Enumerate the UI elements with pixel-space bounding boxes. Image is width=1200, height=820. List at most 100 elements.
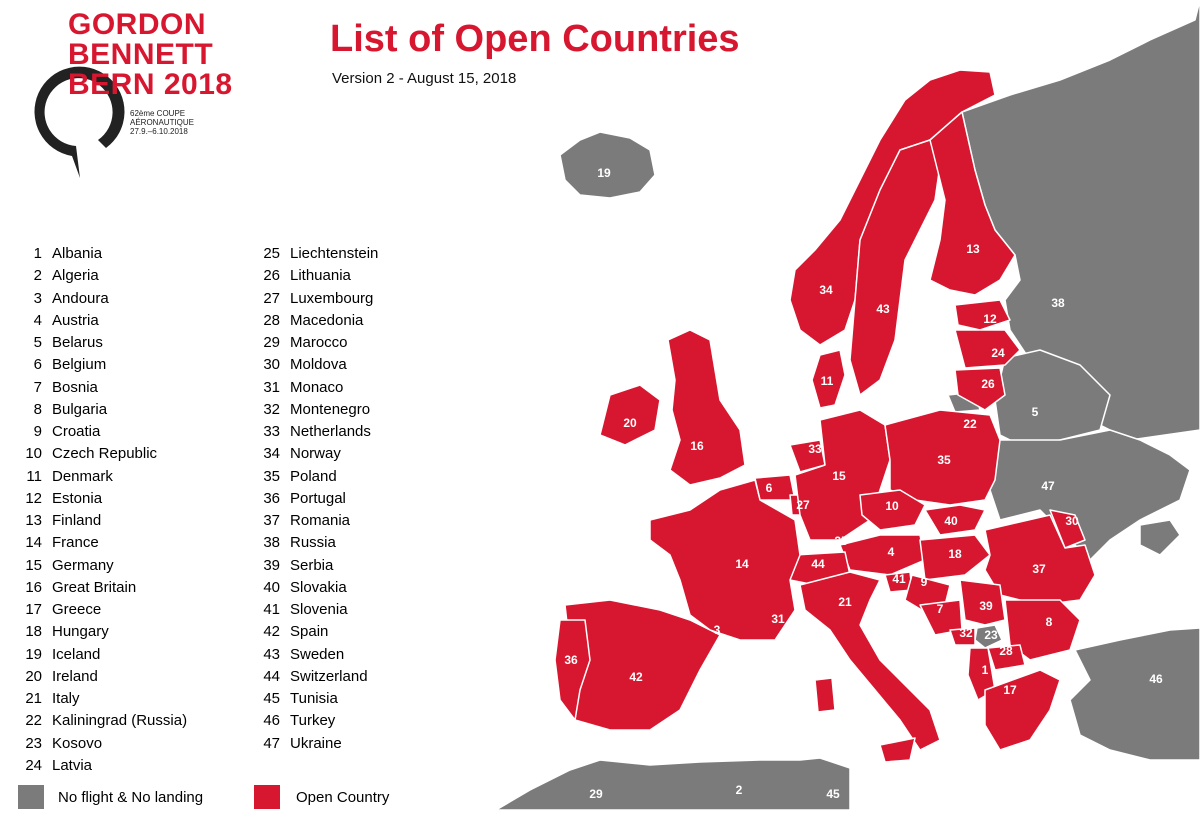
list-item-number: 24 xyxy=(25,756,42,774)
list-item-country: Algeria xyxy=(52,267,99,285)
list-item: 32 Montenegro xyxy=(252,399,432,421)
list-item-number: 40 xyxy=(263,578,280,596)
list-item-number: 13 xyxy=(25,512,42,529)
list-item: 34 Norway xyxy=(252,443,432,465)
list-item-country: Serbia xyxy=(290,556,334,574)
map-label-15: 15 xyxy=(832,469,846,483)
list-item-number: 28 xyxy=(263,311,280,329)
map-label-23: 23 xyxy=(984,628,998,642)
map-label-8: 8 xyxy=(1046,615,1053,629)
list-item-country: Norway xyxy=(290,445,341,463)
list-item-country: France xyxy=(52,534,99,552)
list-item-number: 18 xyxy=(25,623,42,641)
list-item-number: 30 xyxy=(263,356,280,374)
list-item-country: Bosnia xyxy=(52,378,98,396)
list-item-number: 2 xyxy=(33,267,42,285)
list-item-country: Portugal xyxy=(290,489,346,507)
map-label-13: 13 xyxy=(966,242,980,256)
region-sicily xyxy=(879,737,916,763)
map-label-41: 41 xyxy=(892,572,906,586)
legend-closed-label: No flight & No landing xyxy=(58,789,204,806)
list-item: 14 France xyxy=(14,532,244,554)
list-item-country: Iceland xyxy=(52,645,101,663)
logo-line-3: BERN 2018 xyxy=(68,68,233,101)
list-item-country: Poland xyxy=(290,467,337,485)
list-item-number: 3 xyxy=(33,289,42,307)
list-item: 41 Slovenia xyxy=(252,599,432,621)
region-czech xyxy=(859,489,926,531)
page-title: List of Open Countries xyxy=(330,18,740,60)
region-latvia xyxy=(954,329,1021,369)
map-label-17: 17 xyxy=(1003,683,1017,697)
legend-open-swatch xyxy=(254,785,280,809)
list-item: 13 Finland xyxy=(14,510,244,532)
map-label-7: 7 xyxy=(937,602,944,616)
region-finland xyxy=(929,111,1016,296)
list-item: 17 Greece xyxy=(14,599,244,621)
list-item-number: 17 xyxy=(25,601,42,618)
map-label-36: 36 xyxy=(564,653,578,667)
map-label-31: 31 xyxy=(771,612,785,626)
list-item-country: Bulgaria xyxy=(52,400,108,418)
page-subtitle: Version 2 - August 15, 2018 xyxy=(332,70,517,87)
map-label-22: 22 xyxy=(963,417,977,431)
list-item-number: 39 xyxy=(263,556,280,574)
map-label-40: 40 xyxy=(944,514,958,528)
region-france xyxy=(649,479,801,641)
region-estonia xyxy=(954,299,1011,331)
map-label-35: 35 xyxy=(937,453,951,467)
map-label-20: 20 xyxy=(623,416,637,430)
map-label-1: 1 xyxy=(982,663,989,677)
map-label-26: 26 xyxy=(981,377,995,391)
list-item: 10 Czech Republic xyxy=(14,443,244,465)
map-label-5: 5 xyxy=(1032,405,1039,419)
legend: No flight & No landing Open Country xyxy=(18,785,438,809)
list-item-country: Germany xyxy=(52,556,114,574)
list-item: 35 Poland xyxy=(252,466,432,488)
list-item-country: Montenegro xyxy=(290,400,371,418)
region-sweden xyxy=(849,139,941,396)
list-item: 20 Ireland xyxy=(14,666,244,688)
list-item-country: Marocco xyxy=(290,334,348,351)
list-item: 12 Estonia xyxy=(14,488,244,510)
list-item: 25 Liechtenstein xyxy=(252,243,432,265)
list-item-country: Netherlands xyxy=(290,423,371,440)
list-item-country: Ukraine xyxy=(290,734,342,752)
region-north-africa xyxy=(495,757,851,811)
list-item: 45 Tunisia xyxy=(252,688,432,710)
list-item-number: 22 xyxy=(25,712,42,730)
list-item-country: Turkey xyxy=(290,712,336,730)
list-item-number: 44 xyxy=(263,667,280,685)
region-ireland xyxy=(599,384,661,446)
list-item-number: 45 xyxy=(263,690,280,707)
logo-subtext: 62ème COUPE AÉRONAUTIQUE 27.9.–6.10.2018 xyxy=(130,109,195,136)
list-item-country: Italy xyxy=(52,690,80,707)
list-item: 39 Serbia xyxy=(252,555,432,577)
list-item: 43 Sweden xyxy=(252,644,432,666)
list-item: 27 Luxembourg xyxy=(252,288,432,310)
list-item-country: Great Britain xyxy=(52,578,137,596)
list-item-number: 7 xyxy=(33,378,42,396)
map-label-12: 12 xyxy=(983,312,997,326)
list-item-country: Hungary xyxy=(52,623,109,641)
region-crimea xyxy=(1139,519,1181,556)
list-item-country: Denmark xyxy=(52,467,113,485)
list-item-number: 26 xyxy=(263,267,280,285)
map-label-2: 2 xyxy=(736,783,743,797)
map-label-18: 18 xyxy=(948,547,962,561)
list-item-number: 12 xyxy=(25,489,42,507)
map-label-44: 44 xyxy=(811,557,825,571)
map-label-39: 39 xyxy=(979,599,993,613)
list-item: 46 Turkey xyxy=(252,710,432,732)
list-item-country: Liechtenstein xyxy=(290,245,379,262)
list-item-country: Monaco xyxy=(290,378,344,396)
list-item-number: 46 xyxy=(263,712,280,730)
list-item: 37 Romania xyxy=(252,510,432,532)
country-list-left: 1 Albania 2 Algeria 3 Andoura 4 Austria 5 Belarus… xyxy=(14,243,244,777)
list-item: 33 Netherlands xyxy=(252,421,432,443)
map-label-6: 6 xyxy=(766,481,773,495)
list-item-country: Belarus xyxy=(52,334,103,351)
region-iceland xyxy=(559,131,656,199)
list-item-number: 19 xyxy=(25,645,42,663)
list-item-number: 33 xyxy=(263,423,280,440)
